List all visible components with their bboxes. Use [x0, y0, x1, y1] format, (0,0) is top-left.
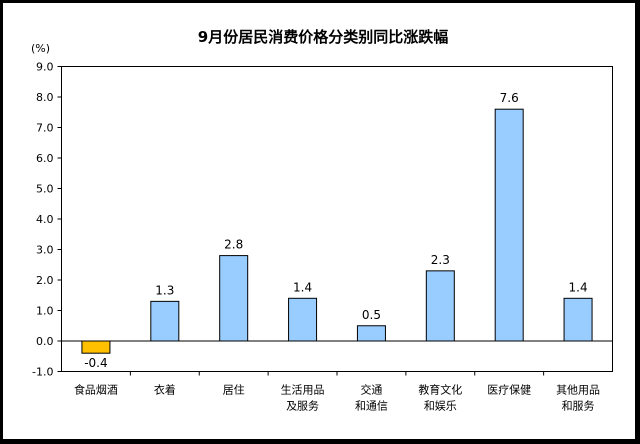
x-tick-label: 其他用品	[556, 384, 600, 397]
x-tick-label: 居住	[223, 383, 245, 397]
data-label: 1.4	[569, 280, 588, 294]
y-tick-label: 1.0	[36, 305, 54, 318]
x-tick-label: 衣着	[154, 383, 176, 397]
x-tick-label: 教育文化	[418, 383, 462, 397]
x-tick-label: 和服务	[562, 400, 595, 413]
data-label: -0.4	[84, 356, 107, 370]
y-tick-label: 8.0	[36, 91, 54, 104]
data-label: 1.3	[155, 283, 174, 297]
x-tick-label: 和通信	[355, 400, 388, 413]
x-tick-label: 及服务	[286, 400, 319, 413]
bar	[288, 297, 318, 342]
bar	[425, 270, 455, 342]
chart-frame: 9月份居民消费价格分类别同比涨跌幅 (%) -1.0 0.0 1.0 2.0 3.0 4.…	[3, 3, 635, 439]
y-tick-label: 0.0	[36, 335, 54, 348]
bar	[563, 297, 593, 342]
x-tick-label: 交通	[360, 383, 382, 397]
y-tick-label: 2.0	[36, 274, 54, 287]
y-tick-label: 5.0	[36, 183, 54, 196]
plot-area	[61, 66, 613, 372]
x-tick-label: 医疗保健	[487, 383, 531, 397]
x-tick-label: 食品烟酒	[74, 383, 118, 397]
bar	[150, 300, 180, 342]
y-tick-label: 4.0	[36, 213, 54, 226]
y-tick-label: -1.0	[32, 366, 53, 379]
bar-chart: 9月份居民消费价格分类别同比涨跌幅 (%) -1.0 0.0 1.0 2.0 3.0 4.…	[31, 28, 613, 413]
x-tick-label: 和娱乐	[424, 399, 457, 413]
data-label: 2.3	[431, 253, 450, 267]
data-label: 7.6	[500, 91, 519, 105]
y-tick-label: 6.0	[36, 152, 54, 165]
y-axis-unit: (%)	[31, 42, 50, 55]
bar	[494, 108, 524, 342]
y-tick-label: 7.0	[36, 122, 54, 135]
bar	[81, 340, 111, 354]
bar	[219, 255, 249, 342]
data-label: 0.5	[362, 308, 381, 322]
chart-title: 9月份居民消费价格分类别同比涨跌幅	[198, 28, 448, 46]
bar	[356, 325, 386, 342]
y-tick-label: 3.0	[36, 244, 54, 257]
bars: -0.4 1.3 2.8 1.4 0.5 2.3 7.6 1.4	[81, 91, 593, 370]
x-tick-label: 生活用品	[281, 383, 325, 397]
data-label: 1.4	[293, 280, 312, 294]
data-label: 2.8	[224, 238, 243, 252]
y-axis: -1.0 0.0 1.0 2.0 3.0 4.0 5.0 6.0 7.0 8.0 9.0	[32, 61, 613, 379]
y-tick-label: 9.0	[36, 61, 54, 74]
